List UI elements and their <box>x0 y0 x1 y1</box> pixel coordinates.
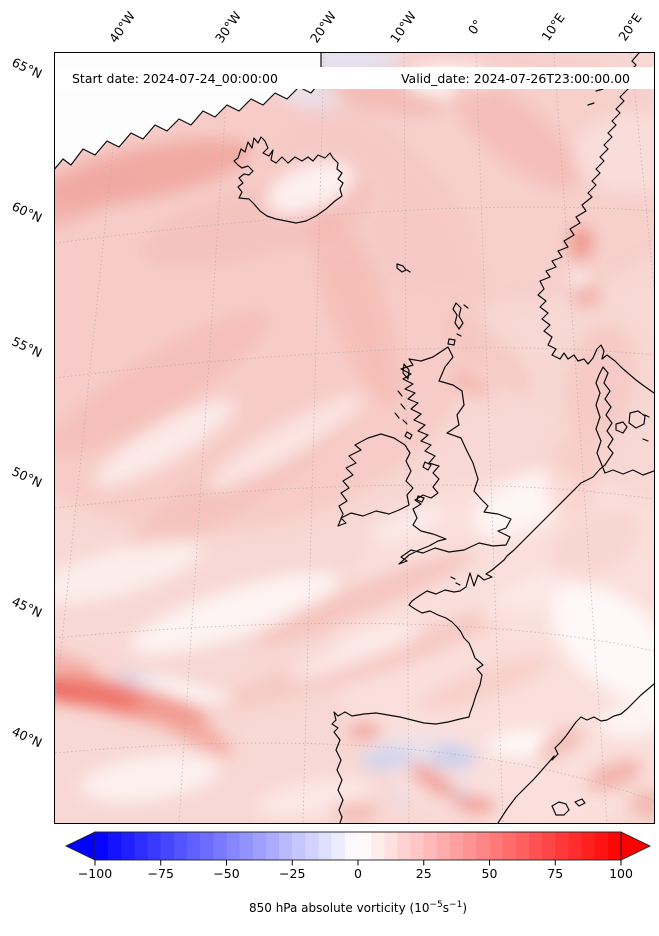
lat-tick-label: 60°N <box>9 198 45 226</box>
title-band: Start date: 2024-07-24_00:00:00 Valid_da… <box>55 67 654 89</box>
colorbar-tick-label: 50 <box>481 866 498 881</box>
coastline-norway <box>537 53 654 394</box>
valid-date-label: Valid_date: 2024-07-26T23:00:00.00 <box>400 70 630 86</box>
coastline-ireland <box>337 433 414 527</box>
coastline-hebrides <box>394 363 413 440</box>
colorbar-label-unit: s <box>442 901 450 915</box>
colorbar-left-arrow <box>64 831 96 861</box>
start-date-label: Start date: 2024-07-24_00:00:00 <box>72 70 278 86</box>
coastline-iceland <box>233 136 344 224</box>
colorbar-label-close: ) <box>462 901 468 915</box>
colorbar-tick-label: −100 <box>77 866 113 881</box>
colorbar <box>64 831 652 866</box>
colorbar-tick-label: −25 <box>279 866 306 881</box>
coastline-mediterranean <box>497 683 654 823</box>
colorbar-label: 850 hPa absolute vorticity (10−5s−1) <box>158 900 558 916</box>
coastline-small-islands <box>416 461 461 586</box>
vorticity-map <box>55 53 654 823</box>
colorbar-tick-label: 75 <box>547 866 564 881</box>
map-panel: Start date: 2024-07-24_00:00:00 Valid_da… <box>54 52 655 824</box>
colorbar-tick-label: −75 <box>147 866 174 881</box>
lat-tick-label: 65°N <box>9 54 45 82</box>
colorbar-tick-label: 25 <box>415 866 432 881</box>
colorbar-label-exp2: −1 <box>449 900 463 910</box>
lat-tick-label: 55°N <box>9 333 45 361</box>
lat-tick-label: 45°N <box>9 593 45 621</box>
coastline-great-britain <box>398 346 512 565</box>
colorbar-right-arrow <box>620 831 652 861</box>
colorbar-tick-marks <box>94 860 622 866</box>
lon-tick-label: 10°W <box>386 8 420 46</box>
lon-tick-label: 40°W <box>105 8 139 46</box>
lon-tick-label: 20°W <box>306 8 340 46</box>
colorbar-tick-label: 100 <box>609 866 633 881</box>
lon-tick-label: 20°E <box>615 10 645 44</box>
lat-tick-label: 50°N <box>9 463 45 491</box>
colorbar-tick-labels: −100 −75 −50 −25 0 25 50 75 100 <box>0 866 659 884</box>
coastline-faroe-islands <box>396 263 411 273</box>
coastline-shetland-orkney <box>447 302 469 346</box>
colorbar-label-text: 850 hPa absolute vorticity (10 <box>248 901 430 915</box>
colorbar-label-exp1: −5 <box>429 900 443 910</box>
coastline-continent-atlantic <box>331 366 654 823</box>
colorbar-gradient-body <box>94 831 622 861</box>
lat-tick-label: 40°N <box>9 723 45 751</box>
lon-tick-label: 30°W <box>211 8 245 46</box>
coastline-danish-islands <box>615 410 650 442</box>
coastline-balearic-islands <box>551 798 586 816</box>
colorbar-tick-label: 0 <box>354 866 362 881</box>
lon-tick-label: 0° <box>464 16 486 38</box>
colorbar-tick-label: −50 <box>213 866 240 881</box>
lon-tick-label: 10°E <box>538 10 568 44</box>
